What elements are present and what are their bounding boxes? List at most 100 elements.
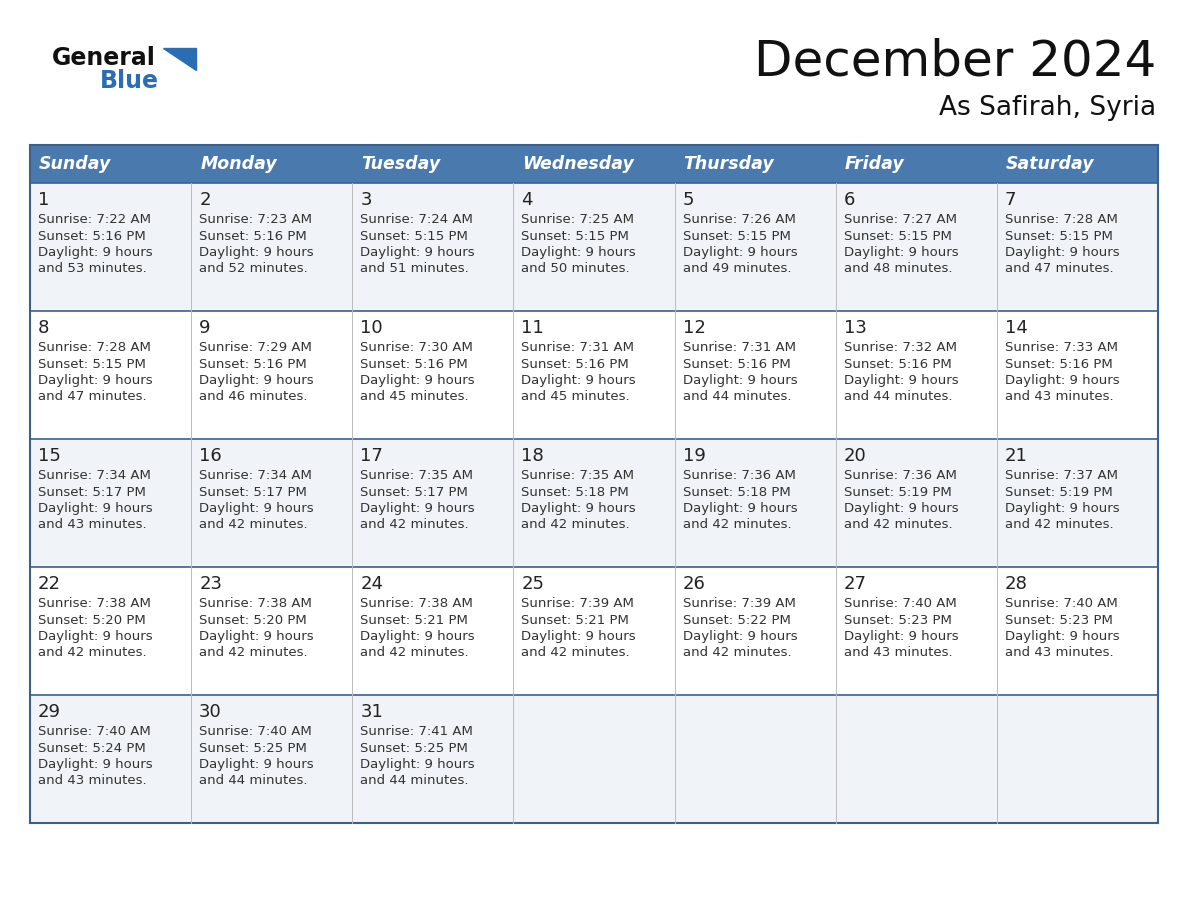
Text: 12: 12: [683, 319, 706, 337]
Text: December 2024: December 2024: [753, 38, 1156, 86]
Text: Daylight: 9 hours: Daylight: 9 hours: [843, 374, 959, 387]
Text: Sunrise: 7:29 AM: Sunrise: 7:29 AM: [200, 341, 312, 354]
Text: Daylight: 9 hours: Daylight: 9 hours: [360, 502, 475, 515]
Bar: [353, 439, 513, 567]
Text: Daylight: 9 hours: Daylight: 9 hours: [522, 630, 636, 643]
Text: Wednesday: Wednesday: [523, 155, 634, 173]
Text: Sunset: 5:15 PM: Sunset: 5:15 PM: [522, 230, 630, 242]
Text: Sunrise: 7:36 AM: Sunrise: 7:36 AM: [843, 469, 956, 482]
Text: and 44 minutes.: and 44 minutes.: [360, 775, 469, 788]
Text: Sunset: 5:16 PM: Sunset: 5:16 PM: [200, 230, 307, 242]
Text: and 45 minutes.: and 45 minutes.: [360, 390, 469, 404]
Bar: [835, 145, 997, 183]
Text: Daylight: 9 hours: Daylight: 9 hours: [683, 374, 797, 387]
Text: Sunset: 5:25 PM: Sunset: 5:25 PM: [200, 742, 307, 755]
Bar: [997, 183, 1158, 311]
Text: and 52 minutes.: and 52 minutes.: [200, 263, 308, 275]
Bar: [513, 311, 675, 439]
Text: Sunrise: 7:22 AM: Sunrise: 7:22 AM: [38, 213, 151, 226]
Text: Sunset: 5:17 PM: Sunset: 5:17 PM: [360, 486, 468, 498]
Text: Sunset: 5:16 PM: Sunset: 5:16 PM: [522, 357, 630, 371]
Text: Daylight: 9 hours: Daylight: 9 hours: [200, 758, 314, 771]
Text: 29: 29: [38, 703, 61, 721]
Text: 1: 1: [38, 191, 50, 209]
Text: Daylight: 9 hours: Daylight: 9 hours: [38, 374, 152, 387]
Text: Daylight: 9 hours: Daylight: 9 hours: [1005, 374, 1119, 387]
Text: 17: 17: [360, 447, 384, 465]
Text: Sunrise: 7:24 AM: Sunrise: 7:24 AM: [360, 213, 473, 226]
Text: Sunset: 5:20 PM: Sunset: 5:20 PM: [38, 613, 146, 626]
Text: Sunset: 5:17 PM: Sunset: 5:17 PM: [200, 486, 307, 498]
Bar: [513, 439, 675, 567]
Text: 20: 20: [843, 447, 866, 465]
Text: Sunset: 5:15 PM: Sunset: 5:15 PM: [360, 230, 468, 242]
Text: Sunrise: 7:39 AM: Sunrise: 7:39 AM: [683, 597, 796, 610]
Bar: [835, 439, 997, 567]
Text: and 43 minutes.: and 43 minutes.: [1005, 390, 1113, 404]
Text: Friday: Friday: [845, 155, 904, 173]
Text: 4: 4: [522, 191, 533, 209]
Text: Daylight: 9 hours: Daylight: 9 hours: [200, 374, 314, 387]
Text: Sunrise: 7:41 AM: Sunrise: 7:41 AM: [360, 725, 473, 738]
Bar: [513, 183, 675, 311]
Text: and 42 minutes.: and 42 minutes.: [522, 646, 630, 659]
Text: and 42 minutes.: and 42 minutes.: [683, 646, 791, 659]
Text: 23: 23: [200, 575, 222, 593]
Text: and 42 minutes.: and 42 minutes.: [843, 519, 953, 532]
Text: Sunset: 5:21 PM: Sunset: 5:21 PM: [522, 613, 630, 626]
Text: and 50 minutes.: and 50 minutes.: [522, 263, 630, 275]
Bar: [675, 145, 835, 183]
Text: Sunset: 5:18 PM: Sunset: 5:18 PM: [683, 486, 790, 498]
Text: Sunset: 5:23 PM: Sunset: 5:23 PM: [843, 613, 952, 626]
Text: and 42 minutes.: and 42 minutes.: [683, 519, 791, 532]
Text: Sunrise: 7:40 AM: Sunrise: 7:40 AM: [1005, 597, 1118, 610]
Text: Monday: Monday: [200, 155, 277, 173]
Text: Sunset: 5:16 PM: Sunset: 5:16 PM: [1005, 357, 1113, 371]
Text: Daylight: 9 hours: Daylight: 9 hours: [683, 502, 797, 515]
Text: General: General: [52, 46, 156, 70]
Text: 14: 14: [1005, 319, 1028, 337]
Text: Sunrise: 7:31 AM: Sunrise: 7:31 AM: [522, 341, 634, 354]
Text: 27: 27: [843, 575, 867, 593]
Text: Daylight: 9 hours: Daylight: 9 hours: [1005, 502, 1119, 515]
Text: Daylight: 9 hours: Daylight: 9 hours: [522, 246, 636, 259]
Text: Sunrise: 7:28 AM: Sunrise: 7:28 AM: [1005, 213, 1118, 226]
Bar: [30, 567, 191, 695]
Text: and 51 minutes.: and 51 minutes.: [360, 263, 469, 275]
Text: Sunset: 5:24 PM: Sunset: 5:24 PM: [38, 742, 146, 755]
Text: and 42 minutes.: and 42 minutes.: [1005, 519, 1113, 532]
Text: and 42 minutes.: and 42 minutes.: [522, 519, 630, 532]
Text: Thursday: Thursday: [683, 155, 775, 173]
Text: Daylight: 9 hours: Daylight: 9 hours: [200, 502, 314, 515]
Text: 19: 19: [683, 447, 706, 465]
Bar: [30, 183, 191, 311]
Text: Daylight: 9 hours: Daylight: 9 hours: [360, 374, 475, 387]
Text: 15: 15: [38, 447, 61, 465]
Bar: [191, 311, 353, 439]
Bar: [513, 695, 675, 823]
Text: Sunset: 5:16 PM: Sunset: 5:16 PM: [38, 230, 146, 242]
Bar: [191, 695, 353, 823]
Text: 3: 3: [360, 191, 372, 209]
Text: Sunset: 5:16 PM: Sunset: 5:16 PM: [683, 357, 790, 371]
Text: Sunset: 5:21 PM: Sunset: 5:21 PM: [360, 613, 468, 626]
Bar: [675, 567, 835, 695]
Text: and 42 minutes.: and 42 minutes.: [200, 519, 308, 532]
Text: and 49 minutes.: and 49 minutes.: [683, 263, 791, 275]
Bar: [835, 183, 997, 311]
Text: Daylight: 9 hours: Daylight: 9 hours: [522, 374, 636, 387]
Bar: [675, 439, 835, 567]
Text: Daylight: 9 hours: Daylight: 9 hours: [38, 758, 152, 771]
Text: Daylight: 9 hours: Daylight: 9 hours: [38, 630, 152, 643]
Text: Sunset: 5:16 PM: Sunset: 5:16 PM: [200, 357, 307, 371]
Text: Sunset: 5:20 PM: Sunset: 5:20 PM: [200, 613, 307, 626]
Text: Sunset: 5:19 PM: Sunset: 5:19 PM: [843, 486, 952, 498]
Text: Daylight: 9 hours: Daylight: 9 hours: [843, 502, 959, 515]
Text: Daylight: 9 hours: Daylight: 9 hours: [360, 246, 475, 259]
Text: Sunrise: 7:40 AM: Sunrise: 7:40 AM: [38, 725, 151, 738]
Text: and 48 minutes.: and 48 minutes.: [843, 263, 953, 275]
Text: and 43 minutes.: and 43 minutes.: [38, 775, 146, 788]
Text: Sunrise: 7:30 AM: Sunrise: 7:30 AM: [360, 341, 473, 354]
Polygon shape: [163, 48, 196, 70]
Bar: [353, 695, 513, 823]
